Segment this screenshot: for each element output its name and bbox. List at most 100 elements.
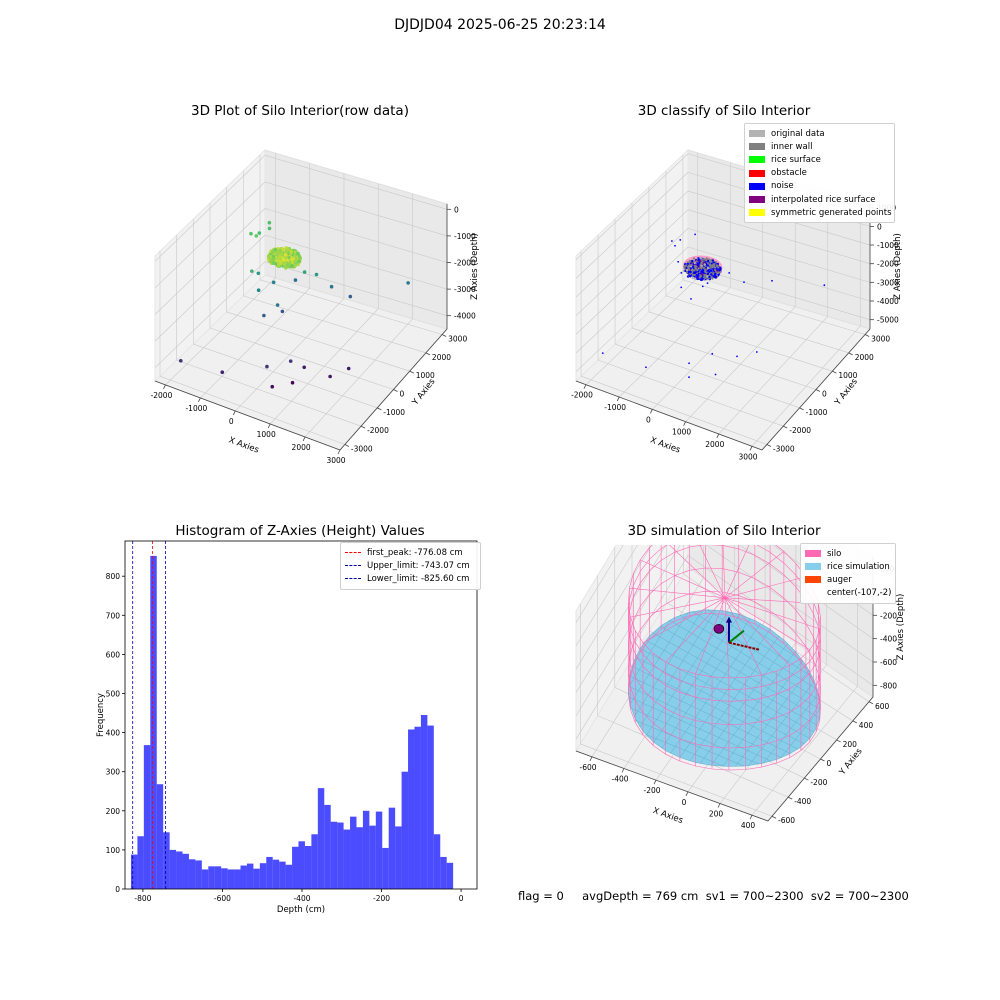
noise-point	[680, 286, 683, 289]
x-tick	[717, 803, 721, 808]
legend-line	[345, 565, 361, 567]
raw-3d-plot[interactable]: -2000 -1000 0 1000 2000 3000 -3000 -2000 -1000 0 1…	[0, 125, 500, 485]
z-tick-label: -1000	[454, 232, 476, 241]
data-point	[271, 280, 276, 285]
grid-line	[159, 375, 345, 445]
z-tick-label: 0	[454, 205, 459, 214]
y-tick-label: -3000	[351, 445, 373, 454]
noise-point	[688, 362, 690, 365]
silo-roof-line	[699, 545, 726, 598]
data-point	[703, 273, 706, 277]
z-tick-label: -600	[880, 658, 897, 667]
data-point	[702, 258, 706, 261]
x-tick	[650, 409, 653, 414]
rice-mesh-line	[645, 640, 815, 733]
data-point	[296, 251, 300, 256]
data-point	[254, 234, 259, 238]
x-tick	[267, 423, 271, 429]
data-point	[256, 288, 261, 293]
z-axis-label: Z Axies (Depth)	[896, 594, 906, 661]
data-point	[265, 364, 269, 369]
data-point	[693, 268, 696, 272]
noise-point	[688, 376, 690, 379]
y-tick-label: 0	[115, 885, 120, 894]
silo-roof-line	[629, 587, 726, 599]
simulation-legend: silo rice simulation auger center(-107,-…	[800, 543, 896, 604]
legend-item-inner-wall: inner wall	[749, 140, 890, 153]
noise-point	[674, 244, 676, 247]
histogram-bar	[343, 829, 351, 889]
data-point	[717, 273, 720, 276]
data-point	[706, 266, 710, 270]
grid-line	[575, 545, 638, 647]
data-point	[290, 380, 295, 385]
legend-label: Lower_limit: -825.60 cm	[367, 573, 470, 584]
data-point	[267, 226, 272, 231]
legend-swatch	[805, 590, 821, 597]
noise-point	[705, 266, 707, 269]
y-tick-label: 0	[822, 390, 827, 399]
noise-point	[771, 279, 773, 282]
data-point	[692, 271, 696, 275]
x-tick-label: 0	[646, 415, 651, 424]
noise-point	[670, 240, 673, 242]
data-point	[279, 260, 283, 264]
noise-point	[701, 285, 704, 288]
histogram-bar	[240, 865, 247, 889]
histogram-bar	[414, 726, 421, 889]
y-tick	[852, 720, 857, 724]
legend-label: obstacle	[771, 168, 807, 179]
grid-line	[575, 190, 689, 298]
histogram-bar	[208, 866, 215, 889]
classify-3d-plot[interactable]: -2000 -1000 0 1000 2000 3000 -3000 -2000 -1000 0 1…	[500, 125, 1000, 485]
histogram-bar	[362, 810, 370, 889]
y-tick-label: 600	[875, 702, 890, 711]
legend-item-interpolated: interpolated rice surface	[749, 193, 890, 206]
histogram-bar	[143, 745, 151, 889]
axis-arrow-x	[728, 641, 760, 651]
noise-point	[736, 355, 738, 358]
grid-line	[687, 246, 871, 302]
y-tick	[344, 444, 350, 447]
legend-swatch	[805, 563, 821, 571]
noise-point	[706, 282, 709, 285]
data-point	[699, 256, 702, 260]
legend-line	[345, 552, 361, 554]
figure-title: DJDJD04 2025-06-25 20:23:14	[394, 17, 606, 33]
silo-roof-line	[722, 545, 726, 598]
grid-line	[243, 295, 427, 354]
data-point	[691, 259, 694, 263]
data-point	[348, 294, 353, 299]
y-tick	[799, 407, 804, 411]
legend-label: silo	[827, 548, 842, 559]
data-point	[293, 263, 297, 267]
legend-label: center(-107,-2)	[827, 588, 892, 599]
data-point	[262, 313, 266, 318]
data-point	[284, 250, 289, 254]
noise-point	[728, 272, 731, 274]
grid-line	[154, 208, 266, 315]
grid-line	[154, 181, 266, 289]
legend-item-rice-simulation: rice simulation	[805, 560, 891, 573]
data-point	[700, 261, 703, 265]
histogram-plot[interactable]: -800 -600 -400 -200 0 0 100 200 300 400 500 600 700 8…	[0, 535, 500, 920]
x-tick-label: -400	[611, 775, 628, 784]
data-point	[706, 272, 710, 276]
data-point	[706, 262, 710, 265]
x-tick	[163, 384, 166, 390]
data-point	[708, 270, 711, 273]
z-tick-label: -800	[880, 681, 897, 690]
legend-item-rice-surface: rice surface	[749, 153, 890, 166]
x-tick	[685, 791, 689, 797]
data-point	[704, 258, 708, 262]
x-tick	[302, 436, 306, 442]
y-tick-label: -2000	[367, 426, 389, 435]
data-point	[688, 260, 691, 264]
x-tick-label: 1000	[257, 430, 276, 439]
silo-roof-line	[665, 597, 726, 663]
histogram-bar	[234, 869, 241, 889]
histogram-bar	[195, 860, 202, 889]
simulation-3d-plot[interactable]: -600 -400 -200 0 200 400 -600 -400 -200 0 200 400 60…	[500, 545, 1000, 885]
y-tick	[788, 796, 793, 800]
z-tick-label: -400	[880, 635, 897, 644]
